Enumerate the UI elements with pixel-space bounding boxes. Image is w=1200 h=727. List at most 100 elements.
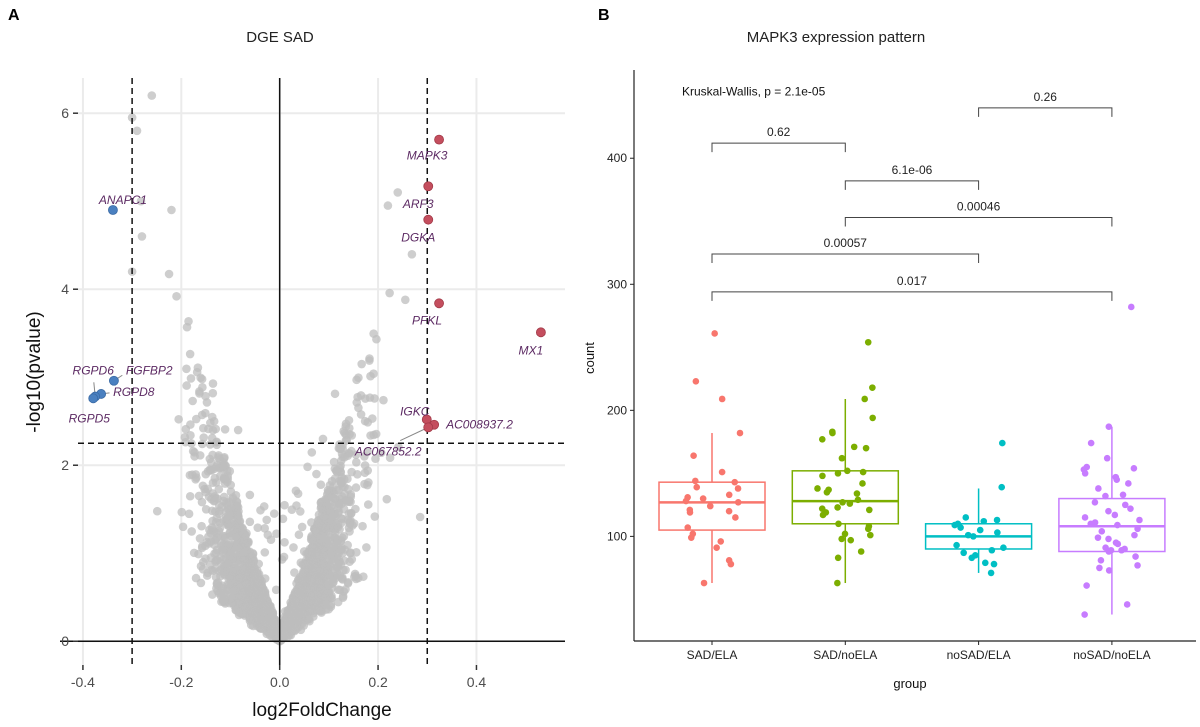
gene-point bbox=[223, 541, 233, 551]
gene-point bbox=[306, 606, 316, 615]
gene-point bbox=[362, 543, 371, 552]
panel-b-letter: B bbox=[598, 7, 610, 24]
gene-point bbox=[181, 437, 190, 447]
y-tick-label: 100 bbox=[607, 529, 627, 543]
gene-point bbox=[296, 609, 305, 619]
gene-point bbox=[382, 494, 392, 504]
gene-point bbox=[353, 470, 362, 479]
gene-point bbox=[272, 529, 281, 539]
gene-point bbox=[182, 381, 191, 390]
sample-point bbox=[844, 467, 851, 475]
gene-point bbox=[312, 527, 322, 536]
gene-label: IGKC bbox=[400, 404, 430, 418]
gene-point bbox=[249, 564, 259, 574]
gene-point bbox=[223, 474, 233, 484]
gene-point bbox=[227, 579, 237, 588]
sample-point bbox=[686, 509, 694, 516]
sample-point bbox=[951, 521, 959, 529]
gene-point bbox=[198, 383, 207, 392]
y-tick-label: 4 bbox=[61, 281, 69, 297]
sample-point bbox=[713, 544, 720, 552]
sample-point bbox=[865, 506, 873, 514]
gene-point bbox=[329, 457, 339, 467]
sample-point bbox=[814, 485, 821, 492]
sample-point bbox=[1113, 476, 1121, 483]
gene-point bbox=[356, 410, 366, 419]
sample-point bbox=[864, 525, 872, 533]
gene-point bbox=[208, 590, 217, 599]
sample-point bbox=[718, 468, 726, 476]
gene-point bbox=[352, 548, 361, 557]
gene-point bbox=[360, 452, 369, 461]
gene-point bbox=[332, 562, 342, 572]
comparison-pvalue: 0.00057 bbox=[824, 236, 868, 250]
gene-point bbox=[307, 535, 317, 544]
sample-point bbox=[998, 483, 1006, 491]
sample-point bbox=[699, 495, 707, 502]
comparison-pvalue: 0.00046 bbox=[957, 199, 1001, 213]
sample-point bbox=[981, 559, 989, 567]
sample-point bbox=[1105, 507, 1112, 515]
sample-point bbox=[960, 549, 967, 557]
comparison-bracket bbox=[844, 216, 1113, 227]
gene-point bbox=[208, 379, 218, 388]
sample-point bbox=[1102, 492, 1109, 500]
gene-point bbox=[313, 543, 322, 552]
x-tick-label: 0.4 bbox=[467, 674, 487, 690]
sample-point bbox=[835, 520, 842, 528]
gene-point bbox=[187, 527, 196, 536]
gene-point bbox=[184, 509, 194, 519]
sample-point bbox=[1105, 423, 1113, 431]
gene-point bbox=[207, 433, 217, 443]
gene-point bbox=[235, 573, 245, 583]
gene-point bbox=[363, 480, 372, 490]
x-tick-label: -0.2 bbox=[169, 674, 193, 690]
gene-point bbox=[208, 450, 217, 460]
gene-point bbox=[351, 450, 361, 460]
gene-point bbox=[218, 584, 227, 593]
gene-point bbox=[385, 288, 394, 298]
sample-point bbox=[818, 436, 826, 443]
sample-point bbox=[999, 439, 1006, 447]
sample-point bbox=[736, 429, 744, 437]
highlighted-gene-point bbox=[108, 205, 118, 215]
x-tick-label: 0.2 bbox=[368, 674, 388, 690]
gene-point bbox=[278, 514, 288, 524]
gene-point bbox=[314, 520, 323, 529]
sample-point bbox=[1081, 514, 1089, 521]
gene-point bbox=[353, 573, 363, 583]
sample-point bbox=[732, 514, 739, 521]
gene-point bbox=[230, 601, 239, 611]
gene-point bbox=[287, 505, 297, 515]
sample-point bbox=[846, 500, 854, 507]
gene-point bbox=[339, 531, 349, 541]
gene-point bbox=[197, 410, 207, 420]
sample-point bbox=[690, 452, 697, 460]
gene-point bbox=[348, 521, 357, 530]
gene-point bbox=[290, 568, 299, 577]
sample-point bbox=[1096, 564, 1103, 572]
sample-point bbox=[734, 485, 742, 492]
gene-point bbox=[321, 562, 331, 571]
gene-label: PFKL bbox=[412, 313, 442, 327]
highlighted-gene-point bbox=[434, 134, 444, 145]
comparison-bracket bbox=[711, 142, 846, 153]
y-tick-label: 300 bbox=[607, 277, 627, 291]
sample-point bbox=[834, 470, 842, 477]
highlighted-gene-point bbox=[535, 327, 546, 338]
sample-point bbox=[1105, 535, 1112, 543]
y-tick-label: 0 bbox=[61, 633, 69, 649]
gene-point bbox=[260, 588, 270, 598]
gene-point bbox=[253, 585, 263, 594]
gene-point bbox=[247, 596, 257, 605]
sample-point bbox=[692, 378, 700, 385]
gene-point bbox=[197, 521, 206, 531]
comparison-bracket bbox=[844, 180, 980, 190]
gene-point bbox=[266, 608, 276, 617]
sample-point bbox=[838, 535, 845, 543]
gene-point bbox=[214, 484, 224, 494]
gene-point bbox=[379, 395, 388, 405]
gene-point bbox=[189, 548, 199, 558]
sample-point bbox=[987, 569, 995, 577]
panel-a-xlabel: log2FoldChange bbox=[252, 700, 391, 721]
